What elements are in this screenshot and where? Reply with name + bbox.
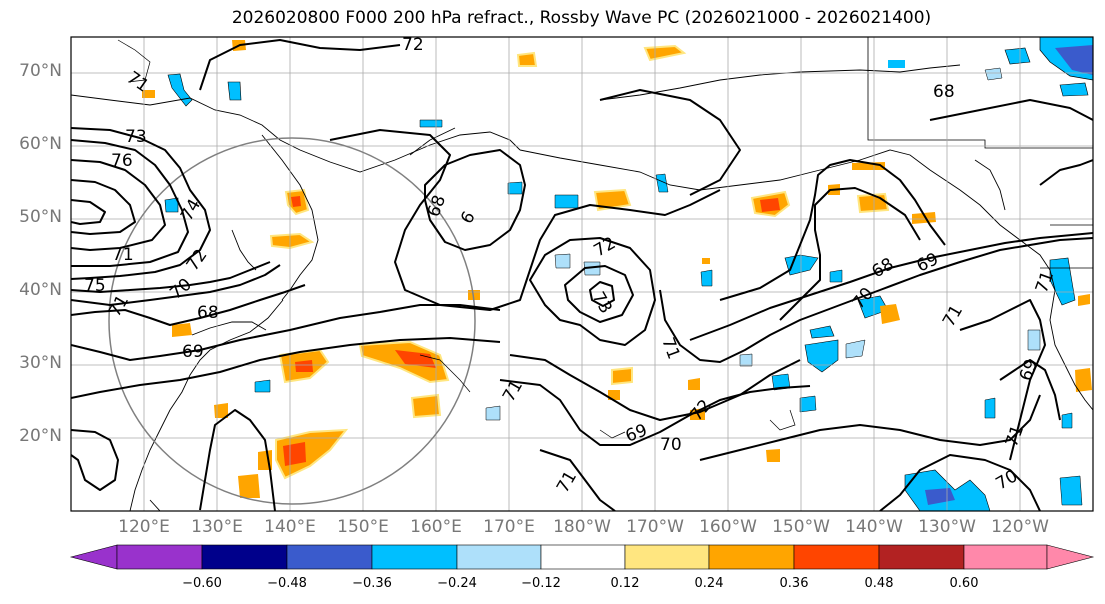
colorbar-bin [708,544,795,570]
colorbar-bin [201,544,288,570]
colorbar-bin [456,544,542,570]
lon-label: 170°E [483,517,535,537]
anomaly-outlines [117,39,796,439]
plot-frame [70,36,1094,512]
lon-label: 160°E [410,517,462,537]
lat-label: 50°N [19,207,62,227]
colorbar-bin [116,544,203,570]
lon-label: 150°W [772,517,830,537]
colorbar [69,544,1095,570]
lon-label: 140°E [264,517,316,537]
influence-circle [108,137,476,505]
lon-label: 120°W [991,517,1049,537]
lon-label: 120°E [118,517,170,537]
colorbar-tick-label: −0.12 [521,576,561,591]
lat-label: 60°N [19,134,62,154]
colorbar-extend-low [69,544,118,570]
colorbar-extend-high [1046,544,1095,570]
contour-label: 73 [125,127,147,147]
lat-label: 20°N [19,426,62,446]
colorbar-tick-label: −0.24 [437,576,477,591]
colorbar-tick-label: −0.60 [182,576,222,591]
colorbar-tick-label: 0.60 [949,576,979,591]
contour-label: 68 [197,303,219,323]
colorbar-bin [878,544,965,570]
contour-label: 75 [84,276,106,296]
lon-label: 180°W [553,517,611,537]
boundaries [867,37,1093,269]
contour-label: 68 [933,82,955,102]
contour-label: 71 [112,245,134,265]
contour-label: 69 [182,342,204,362]
lon-label: 130°E [191,517,243,537]
anomaly-shading [142,37,1093,511]
lon-label: 130°W [918,517,976,537]
colorbar-bin [624,544,710,570]
contour-label: 72 [402,35,424,55]
lat-label: 40°N [19,280,62,300]
contour-label: 70 [660,435,682,455]
colorbar-bin [963,544,1048,570]
coastlines [71,64,1093,511]
colorbar-tick-label: 0.48 [864,576,894,591]
colorbar-tick-label: −0.36 [352,576,392,591]
lat-label: 70°N [19,61,62,81]
colorbar-tick-label: 0.24 [694,576,724,591]
lon-label: 170°W [626,517,684,537]
refractive-index-contours [71,39,1093,511]
colorbar-tick-label: −0.48 [267,576,307,591]
lon-label: 140°W [845,517,903,537]
lon-label: 160°W [699,517,757,537]
colorbar-bin [286,544,373,570]
lon-label: 150°E [337,517,389,537]
contour-label: 76 [111,151,133,171]
map-title: 2026020800 F000 200 hPa refract., Rossby… [231,8,932,28]
colorbar-bin [540,544,626,570]
colorbar-tick-label: 0.12 [610,576,640,591]
colorbar-bin [793,544,880,570]
lat-label: 30°N [19,353,62,373]
colorbar-tick-label: 0.36 [779,576,809,591]
colorbar-bin [371,544,458,570]
